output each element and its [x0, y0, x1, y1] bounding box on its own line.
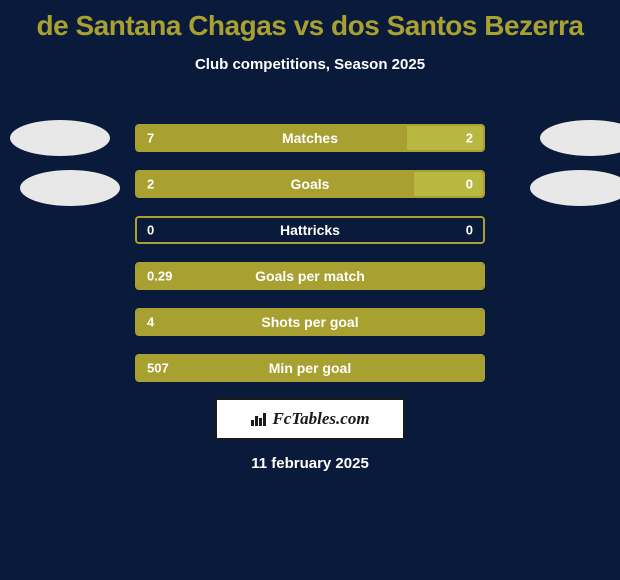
date-text: 11 february 2025 — [0, 455, 620, 472]
logo-label: FcTables.com — [272, 409, 369, 429]
metrics-container: 7Matches22Goals00Hattricks00.29Goals per… — [135, 124, 485, 400]
metric-row: 507Min per goal — [135, 354, 485, 382]
chart-icon — [250, 410, 268, 428]
player-left-avatar-2 — [20, 170, 120, 206]
subtitle: Club competitions, Season 2025 — [0, 56, 620, 73]
metric-value-right: 2 — [466, 131, 473, 146]
metric-row: 0Hattricks0 — [135, 216, 485, 244]
page-title: de Santana Chagas vs dos Santos Bezerra — [0, 0, 620, 42]
metric-label: Matches — [137, 130, 483, 146]
logo-text: FcTables.com — [250, 409, 369, 429]
metric-value-right: 0 — [466, 223, 473, 238]
metric-row: 2Goals0 — [135, 170, 485, 198]
metric-row: 0.29Goals per match — [135, 262, 485, 290]
metric-label: Goals per match — [137, 268, 483, 284]
metric-label: Goals — [137, 176, 483, 192]
player-right-avatar-2 — [530, 170, 620, 206]
metric-label: Min per goal — [137, 360, 483, 376]
logo-box: FcTables.com — [215, 398, 405, 440]
metric-row: 4Shots per goal — [135, 308, 485, 336]
metric-row: 7Matches2 — [135, 124, 485, 152]
player-left-avatar — [10, 120, 110, 156]
metric-label: Hattricks — [137, 222, 483, 238]
metric-value-right: 0 — [466, 177, 473, 192]
metric-label: Shots per goal — [137, 314, 483, 330]
player-right-avatar — [540, 120, 620, 156]
